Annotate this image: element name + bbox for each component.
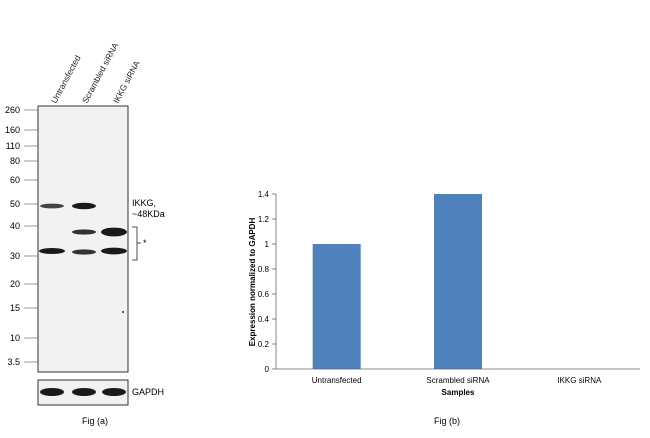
blot-speck <box>122 311 124 313</box>
x-axis-title: Samples <box>442 388 475 397</box>
band-ikkg-lane1 <box>40 203 64 209</box>
mw-marker-160: 160 <box>5 125 20 135</box>
y-tick-labels: 0 0.2 0.4 0.6 0.8 1 1.2 1.4 <box>258 190 276 374</box>
mw-marker-3-5: 3.5 <box>7 357 20 367</box>
y-tick-label: 1.4 <box>258 190 270 199</box>
blot-membrane <box>37 105 129 373</box>
ikkg-band-label-line1: IKKG, <box>132 198 156 208</box>
mw-marker-40: 40 <box>10 221 20 231</box>
mw-marker-10: 10 <box>10 333 20 343</box>
lane-label-ikkg: IKKG siRNA <box>111 59 142 105</box>
mw-marker-20: 20 <box>10 279 20 289</box>
y-tick-label: 0.4 <box>258 315 270 324</box>
nonspecific-asterisk: * <box>143 238 147 248</box>
blot-bands <box>39 202 127 313</box>
mw-marker-260: 260 <box>5 105 20 115</box>
nonspecific-bracket <box>132 226 138 261</box>
y-tick-label: 0.8 <box>258 265 270 274</box>
fig-a-caption: Fig (a) <box>82 416 108 426</box>
y-axis-title: Expression normalized to GAPDH <box>248 218 257 347</box>
x-tick-labels: Untransfected Scrambled siRNA IKKG siRNA <box>312 376 602 385</box>
bars <box>312 194 482 369</box>
fig-b-caption: Fig (b) <box>434 416 460 426</box>
mw-marker-scale: 260 160 110 80 60 50 40 30 20 15 10 3.5 <box>5 105 38 367</box>
mw-marker-30: 30 <box>10 251 20 261</box>
x-tick-label: Scrambled siRNA <box>426 376 490 385</box>
gapdh-bands <box>40 388 126 396</box>
mw-marker-60: 60 <box>10 175 20 185</box>
y-tick-label: 1.2 <box>258 215 270 224</box>
bar-untransfected <box>312 244 361 369</box>
band-ikkg-lane2 <box>72 202 96 210</box>
band-nonspecific-lower-lane3 <box>101 247 127 255</box>
western-blot-panel: Untransfected Scrambled siRNA IKKG siRNA… <box>5 41 165 426</box>
band-nonspecific-lower-lane2 <box>72 249 96 255</box>
band-nonspecific-upper-lane2 <box>72 229 96 235</box>
mw-marker-110: 110 <box>6 141 20 151</box>
mw-marker-50: 50 <box>10 199 20 209</box>
band-nonspecific-upper-lane3 <box>101 227 127 237</box>
x-tick-label: Untransfected <box>312 376 362 385</box>
y-tick-label: 0 <box>265 365 270 374</box>
y-tick-label: 0.2 <box>258 340 270 349</box>
mw-marker-80: 80 <box>10 156 20 166</box>
mw-marker-15: 15 <box>10 303 20 313</box>
ikkg-band-label-line2: ~48KDa <box>132 209 165 219</box>
gapdh-label: GAPDH <box>132 387 164 397</box>
lane-label-untransfected: Untransfected <box>49 53 83 105</box>
band-nonspecific-lower-lane1 <box>39 248 65 254</box>
x-tick-label: IKKG siRNA <box>557 376 602 385</box>
y-tick-label: 0.6 <box>258 290 270 299</box>
y-tick-label: 1 <box>265 240 270 249</box>
bar-chart-panel: 0 0.2 0.4 0.6 0.8 1 1.2 1.4 Untransfected Scramb… <box>248 190 640 426</box>
bar-scrambled-sirna <box>434 194 482 369</box>
